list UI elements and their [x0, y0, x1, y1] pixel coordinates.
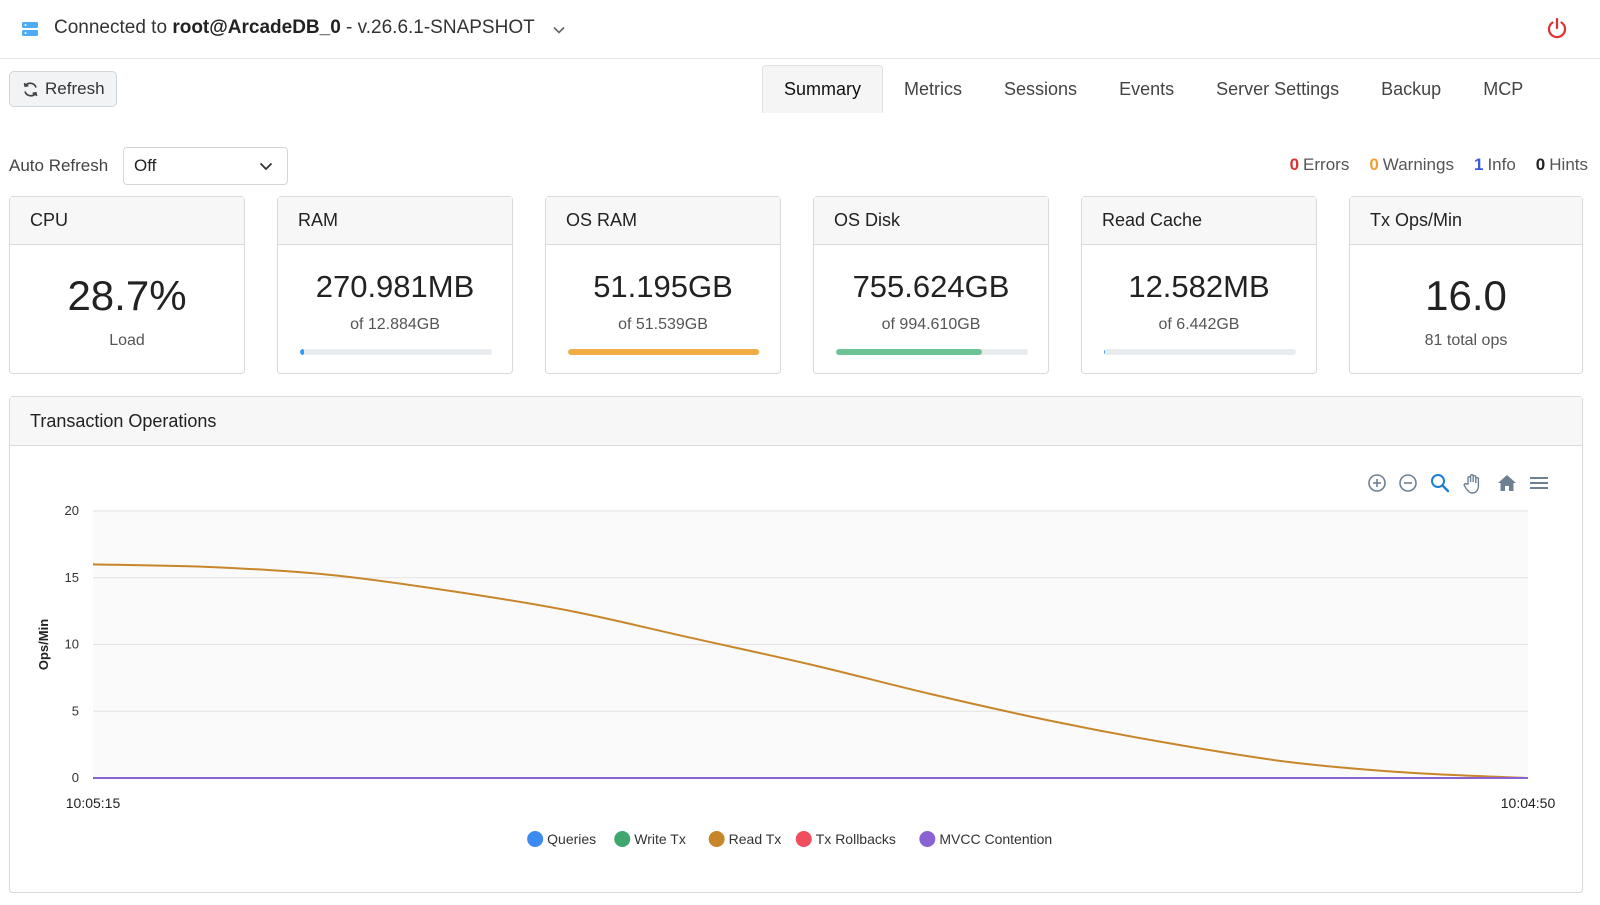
- cpu-value: 28.7%: [67, 272, 187, 319]
- server-icon: [22, 22, 38, 36]
- refresh-icon: [23, 81, 38, 97]
- ram-value: 270.981MB: [315, 269, 475, 304]
- read-cache-sub: of 6.442GB: [1158, 316, 1240, 333]
- card-title: CPU: [10, 197, 244, 245]
- server-version: - v.26.6.1-SNAPSHOT: [340, 17, 535, 38]
- tab-server-settings[interactable]: Server Settings: [1216, 78, 1340, 99]
- os-disk-sub: of 994.610GB: [881, 316, 981, 333]
- cpu-card: CPU 28.7% Load: [9, 196, 245, 374]
- card-title: OS RAM: [546, 197, 780, 245]
- read-cache-card: Read Cache 12.582MB of 6.442GB: [1081, 196, 1317, 374]
- read-cache-progress-bar: [1104, 349, 1296, 355]
- card-title: Tx Ops/Min: [1350, 197, 1582, 245]
- series-line-read-tx: [92, 563, 1529, 779]
- tx-ops-card: Tx Ops/Min 16.0 81 total ops: [1349, 196, 1583, 374]
- legend-marker: [708, 831, 725, 847]
- tab-metrics[interactable]: Metrics: [904, 78, 963, 99]
- tab-backup[interactable]: Backup: [1381, 78, 1442, 99]
- os-ram-sub: of 51.539GB: [618, 316, 708, 333]
- zoom-in-icon[interactable]: [1365, 472, 1389, 494]
- os-ram-progress-bar: [568, 349, 760, 355]
- auto-refresh-value: Off: [134, 156, 157, 175]
- tab-bar: Summary Metrics Sessions Events Server S…: [762, 65, 1544, 113]
- legend-label: Tx Rollbacks: [816, 831, 896, 847]
- connection-status[interactable]: Connected to root@ArcadeDB_0 - v.26.6.1-…: [54, 17, 535, 39]
- os-ram-card: OS RAM 51.195GB of 51.539GB: [545, 196, 781, 374]
- os-disk-progress-bar: [836, 349, 1028, 355]
- os-ram-value: 51.195GB: [593, 269, 733, 304]
- ram-progress-bar: [300, 349, 492, 355]
- legend-marker: [527, 831, 544, 847]
- menu-icon[interactable]: [1527, 472, 1551, 494]
- legend-label: Read Tx: [729, 831, 782, 847]
- legend-marker: [795, 831, 812, 847]
- legend-label: Queries: [547, 831, 596, 847]
- card-title: OS Disk: [814, 197, 1048, 245]
- tab-sessions[interactable]: Sessions: [1004, 78, 1078, 99]
- os-ram-progress-fill: [568, 349, 759, 355]
- y-tick-label: 0: [72, 770, 79, 785]
- chevron-down-icon[interactable]: [553, 26, 565, 34]
- x-tick-label: 10:04:50: [1501, 795, 1556, 811]
- warnings-counter[interactable]: 0 Warnings: [1369, 155, 1454, 174]
- home-icon[interactable]: [1495, 472, 1519, 494]
- connected-prefix: Connected to: [54, 17, 168, 38]
- y-axis-label: Ops/Min: [36, 619, 51, 670]
- connection-name: root@ArcadeDB_0: [172, 17, 341, 38]
- cpu-sub: Load: [109, 332, 145, 349]
- y-tick-label: 10: [65, 637, 79, 652]
- legend-marker: [614, 831, 631, 847]
- y-tick-label: 20: [65, 503, 79, 518]
- card-title: Read Cache: [1082, 197, 1316, 245]
- os-disk-value: 755.624GB: [852, 269, 1010, 304]
- ram-progress-fill: [300, 349, 305, 355]
- hand-icon[interactable]: [1461, 472, 1485, 494]
- refresh-button[interactable]: Refresh: [9, 71, 117, 107]
- os-disk-progress-fill: [836, 349, 982, 355]
- legend-label: Write Tx: [634, 831, 686, 847]
- ram-sub: of 12.884GB: [350, 316, 440, 333]
- ram-card: RAM 270.981MB of 12.884GB: [277, 196, 513, 374]
- read-cache-value: 12.582MB: [1128, 269, 1270, 304]
- tab-mcp[interactable]: MCP: [1483, 78, 1524, 99]
- zoom-out-icon[interactable]: [1396, 472, 1420, 494]
- magnifier-icon[interactable]: [1428, 472, 1452, 494]
- power-icon[interactable]: [1546, 17, 1568, 39]
- y-tick-label: 5: [72, 703, 79, 718]
- hints-counter[interactable]: 0 Hints: [1535, 155, 1588, 174]
- auto-refresh-select[interactable]: Off: [123, 147, 288, 185]
- legend-marker: [919, 831, 936, 847]
- legend-label: MVCC Contention: [939, 831, 1052, 847]
- panel-title: Transaction Operations: [10, 397, 1582, 446]
- auto-refresh-label: Auto Refresh: [9, 156, 109, 175]
- y-tick-label: 15: [65, 570, 79, 585]
- tx-ops-value: 16.0: [1425, 272, 1507, 319]
- top-bar: Connected to root@ArcadeDB_0 - v.26.6.1-…: [0, 0, 1600, 59]
- x-tick-label: 10:05:15: [66, 795, 121, 811]
- event-counters: 0 Errors 0 Warnings 1 Info 0 Hints: [1290, 155, 1588, 175]
- transaction-operations-panel: Transaction Operations 0 5 10 15 20 Ops/Min 10…: [9, 396, 1583, 893]
- os-disk-card: OS Disk 755.624GB of 994.610GB: [813, 196, 1049, 374]
- tx-ops-sub: 81 total ops: [1424, 332, 1508, 349]
- info-counter[interactable]: 1 Info: [1473, 155, 1516, 174]
- transaction-operations-chart[interactable]: 0 5 10 15 20 Ops/Min 10:05:15 10:04:50 Queries Wr…: [10, 447, 1582, 892]
- chevron-down-icon: [259, 162, 273, 171]
- refresh-label: Refresh: [45, 79, 105, 98]
- card-title: RAM: [278, 197, 512, 245]
- tab-events[interactable]: Events: [1119, 78, 1175, 99]
- tab-summary[interactable]: Summary: [762, 65, 884, 113]
- errors-counter[interactable]: 0 Errors: [1289, 155, 1350, 174]
